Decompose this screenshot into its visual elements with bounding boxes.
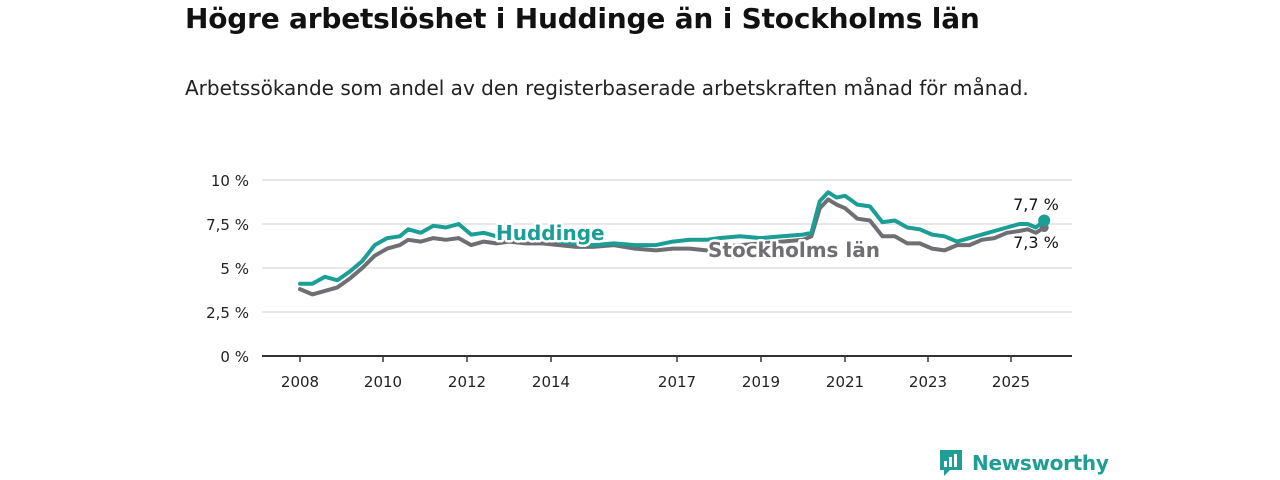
y-tick-label: 0 %	[220, 348, 249, 366]
y-tick-label: 5 %	[220, 260, 249, 278]
chart-subtitle: Arbetssökande som andel av den registerb…	[185, 76, 1029, 100]
y-tick-label: 10 %	[211, 172, 249, 190]
brand-name: Newsworthy	[972, 451, 1109, 475]
y-tick-label: 7,5 %	[206, 216, 249, 234]
newsworthy-logo-icon	[940, 450, 962, 476]
x-tick-label: 2010	[364, 373, 402, 391]
brand-logo: Newsworthy	[938, 448, 1109, 478]
x-tick-label: 2021	[826, 373, 864, 391]
grid-layer: 0 % 2,5 % 5 % 7,5 % 10 % 2008 2010 2012 2014 2017…	[206, 172, 1072, 391]
chart-title: Högre arbetslöshet i Huddinge än i Stock…	[185, 2, 980, 35]
y-tick-label: 2,5 %	[206, 304, 249, 322]
x-tick-label: 2008	[281, 373, 319, 391]
x-tick-label: 2014	[532, 373, 570, 391]
x-tick-label: 2012	[448, 373, 486, 391]
series-layer	[298, 190, 1051, 297]
x-tick-label: 2017	[658, 373, 696, 391]
series-line-stockholm	[298, 197, 1047, 297]
x-tick-label: 2019	[742, 373, 780, 391]
series-label-stockholm: Stockholms län	[708, 238, 880, 262]
label-layer: Huddinge Stockholms län 7,7 % 7,3 %	[494, 195, 1059, 265]
end-value-stockholm: 7,3 %	[1013, 233, 1059, 252]
end-value-huddinge: 7,7 %	[1013, 195, 1059, 214]
series-line-huddinge	[298, 190, 1047, 286]
x-tick-label: 2025	[992, 373, 1030, 391]
end-dot-huddinge	[1038, 214, 1051, 227]
series-label-huddinge: Huddinge	[496, 221, 605, 245]
x-tick-label: 2023	[909, 373, 947, 391]
